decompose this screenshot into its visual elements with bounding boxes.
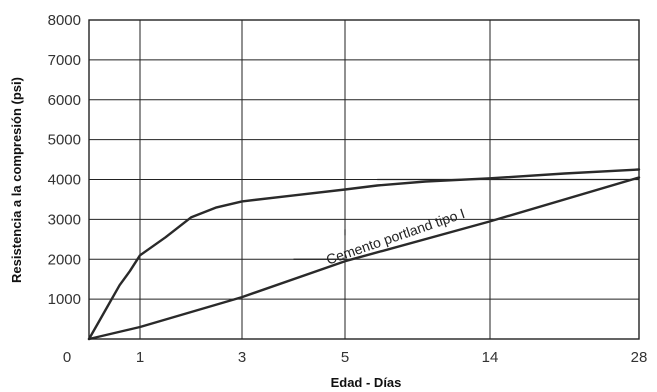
y-tick-label-6000: 6000	[48, 92, 81, 109]
y-tick-label-3000: 3000	[48, 211, 81, 228]
y-tick-label-7000: 7000	[48, 52, 81, 69]
x-tick-label-14: 14	[482, 349, 499, 366]
plot-frame	[88, 19, 640, 340]
x-tick-label-0: 0	[63, 349, 71, 366]
y-tick-label-1000: 1000	[48, 291, 81, 308]
x-tick-label-5: 5	[341, 349, 349, 366]
y-tick-label-5000: 5000	[48, 132, 81, 149]
x-tick-label-28: 28	[631, 349, 648, 366]
series-line-0	[87, 168, 641, 341]
reference-segments	[293, 178, 639, 260]
y-axis-label: Resistencia a la compresión (psi)	[9, 77, 24, 283]
y-tick-label-8000: 8000	[48, 12, 81, 29]
series	[87, 168, 641, 341]
x-axis-label: Edad - Días	[331, 375, 402, 390]
plot-border	[88, 19, 640, 340]
grid	[89, 20, 639, 339]
y-tick-label-2000: 2000	[48, 251, 81, 268]
series-line-1	[87, 176, 641, 341]
x-tick-labels: 0 1 3 5 14 28	[63, 349, 648, 366]
x-tick-label-1: 1	[136, 349, 144, 366]
x-tick-label-3: 3	[238, 349, 246, 366]
y-tick-labels: 1000 2000 3000 4000 5000 6000 7000 8000	[48, 12, 81, 308]
y-tick-label-4000: 4000	[48, 172, 81, 189]
